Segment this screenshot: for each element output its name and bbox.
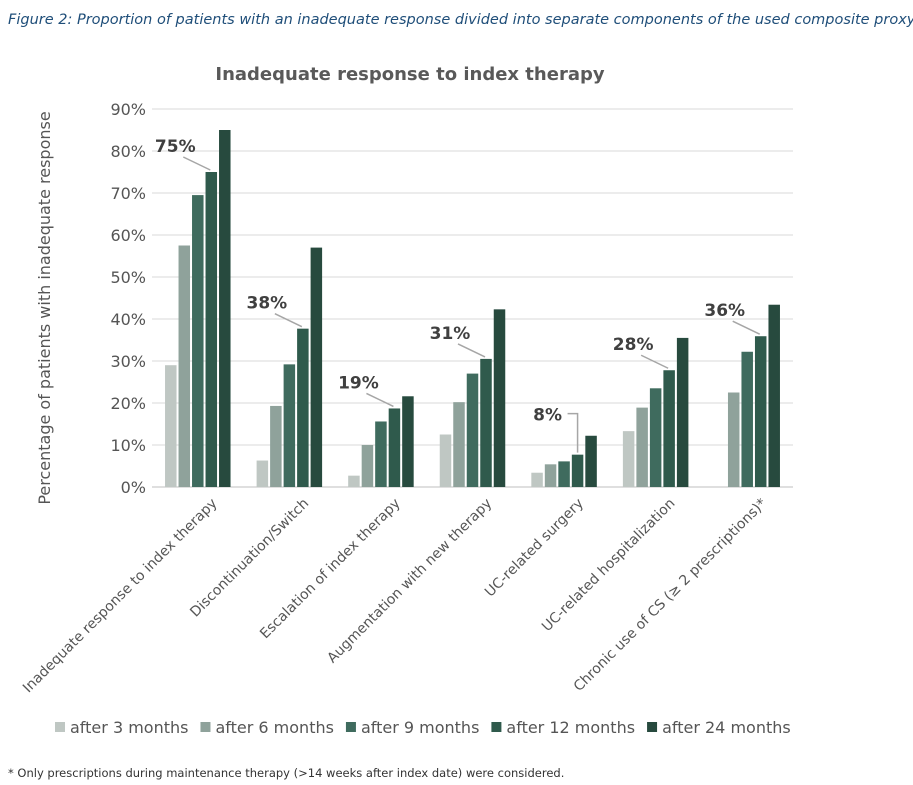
legend: after 3 months after 6 months after 9 mont…	[55, 718, 791, 737]
legend-label: after 6 months	[215, 718, 333, 737]
bar	[219, 130, 231, 487]
bar	[388, 408, 401, 487]
legend-label: after 12 months	[506, 718, 635, 737]
leader-line	[457, 343, 486, 358]
data-label: 38%	[247, 294, 288, 314]
bar	[544, 464, 557, 487]
data-label: 36%	[704, 301, 745, 321]
y-tick-label: 70%	[110, 184, 146, 203]
bar	[205, 172, 218, 487]
legend-label: after 3 months	[70, 718, 188, 737]
y-tick-label: 0%	[121, 478, 146, 497]
bar	[256, 460, 269, 487]
bar	[270, 405, 282, 487]
leader-line	[366, 392, 394, 408]
bar	[727, 392, 740, 487]
legend-swatch	[647, 722, 658, 732]
bar	[493, 309, 506, 487]
bar	[768, 304, 780, 487]
bar	[439, 434, 452, 487]
legend-swatch	[345, 722, 356, 732]
bar	[283, 364, 296, 487]
bars	[165, 130, 780, 487]
y-tick-label: 80%	[110, 142, 146, 161]
y-axis-ticks: 0% 10% 20% 30% 40% 50% 60% 70% 80% 90%	[110, 100, 146, 497]
leader-line	[567, 412, 579, 453]
legend-swatch	[200, 722, 211, 732]
bar	[622, 431, 635, 487]
chart-title: Inadequate response to index therapy	[215, 64, 604, 85]
legend-label: after 9 months	[361, 718, 479, 737]
bar	[754, 336, 767, 487]
bar	[741, 351, 753, 487]
y-tick-label: 90%	[110, 100, 146, 119]
leader-line	[640, 354, 669, 369]
data-label: 75%	[155, 137, 196, 157]
bar	[636, 407, 648, 487]
data-label: 8%	[533, 406, 562, 426]
bar	[531, 472, 543, 487]
data-label: 31%	[430, 324, 471, 344]
y-axis-label: Percentage of patients with inadequate r…	[35, 111, 54, 504]
bar	[663, 370, 675, 487]
bar	[466, 373, 479, 487]
y-tick-label: 50%	[110, 268, 146, 287]
y-tick-label: 60%	[110, 226, 146, 245]
bar	[558, 461, 570, 487]
bar-chart: Inadequate response to index therapy 0% 1…	[20, 64, 793, 737]
footnote: * Only prescriptions during maintenance …	[8, 766, 565, 780]
y-tick-label: 40%	[110, 310, 146, 329]
bar	[165, 365, 177, 487]
bar	[297, 328, 309, 487]
category-label: Chronic use of CS (≥ 2 prescriptions)*	[571, 496, 770, 695]
y-tick-label: 10%	[110, 436, 146, 455]
y-tick-label: 30%	[110, 352, 146, 371]
bar	[676, 337, 689, 487]
bar	[348, 475, 360, 487]
legend-swatch	[491, 722, 502, 732]
bar	[480, 358, 492, 487]
bar	[453, 402, 465, 487]
data-annotations: 75% 38% 19% 31% 8% 28% 36%	[155, 137, 761, 453]
category-label: UC-related surgery	[482, 496, 587, 601]
data-label: 28%	[613, 335, 654, 355]
bar	[402, 396, 414, 487]
bar	[178, 245, 191, 487]
legend-label: after 24 months	[662, 718, 791, 737]
bar	[310, 247, 323, 487]
bar	[571, 454, 584, 487]
leader-line	[274, 312, 303, 328]
leader-line	[182, 156, 211, 171]
y-tick-label: 20%	[110, 394, 146, 413]
bar	[649, 388, 662, 487]
category-label: Augmentation with new therapy	[324, 496, 495, 667]
figure-caption: Figure 2: Proportion of patients with an…	[8, 12, 913, 28]
data-label: 19%	[338, 373, 379, 393]
bar	[585, 435, 597, 487]
x-axis-categories: Inadequate response to index therapyDisc…	[20, 496, 770, 697]
bar	[375, 421, 387, 487]
leader-line	[732, 320, 761, 335]
legend-swatch	[55, 722, 65, 732]
bar	[361, 445, 374, 487]
category-label: Inadequate response to index therapy	[20, 496, 221, 697]
bar	[192, 195, 204, 487]
